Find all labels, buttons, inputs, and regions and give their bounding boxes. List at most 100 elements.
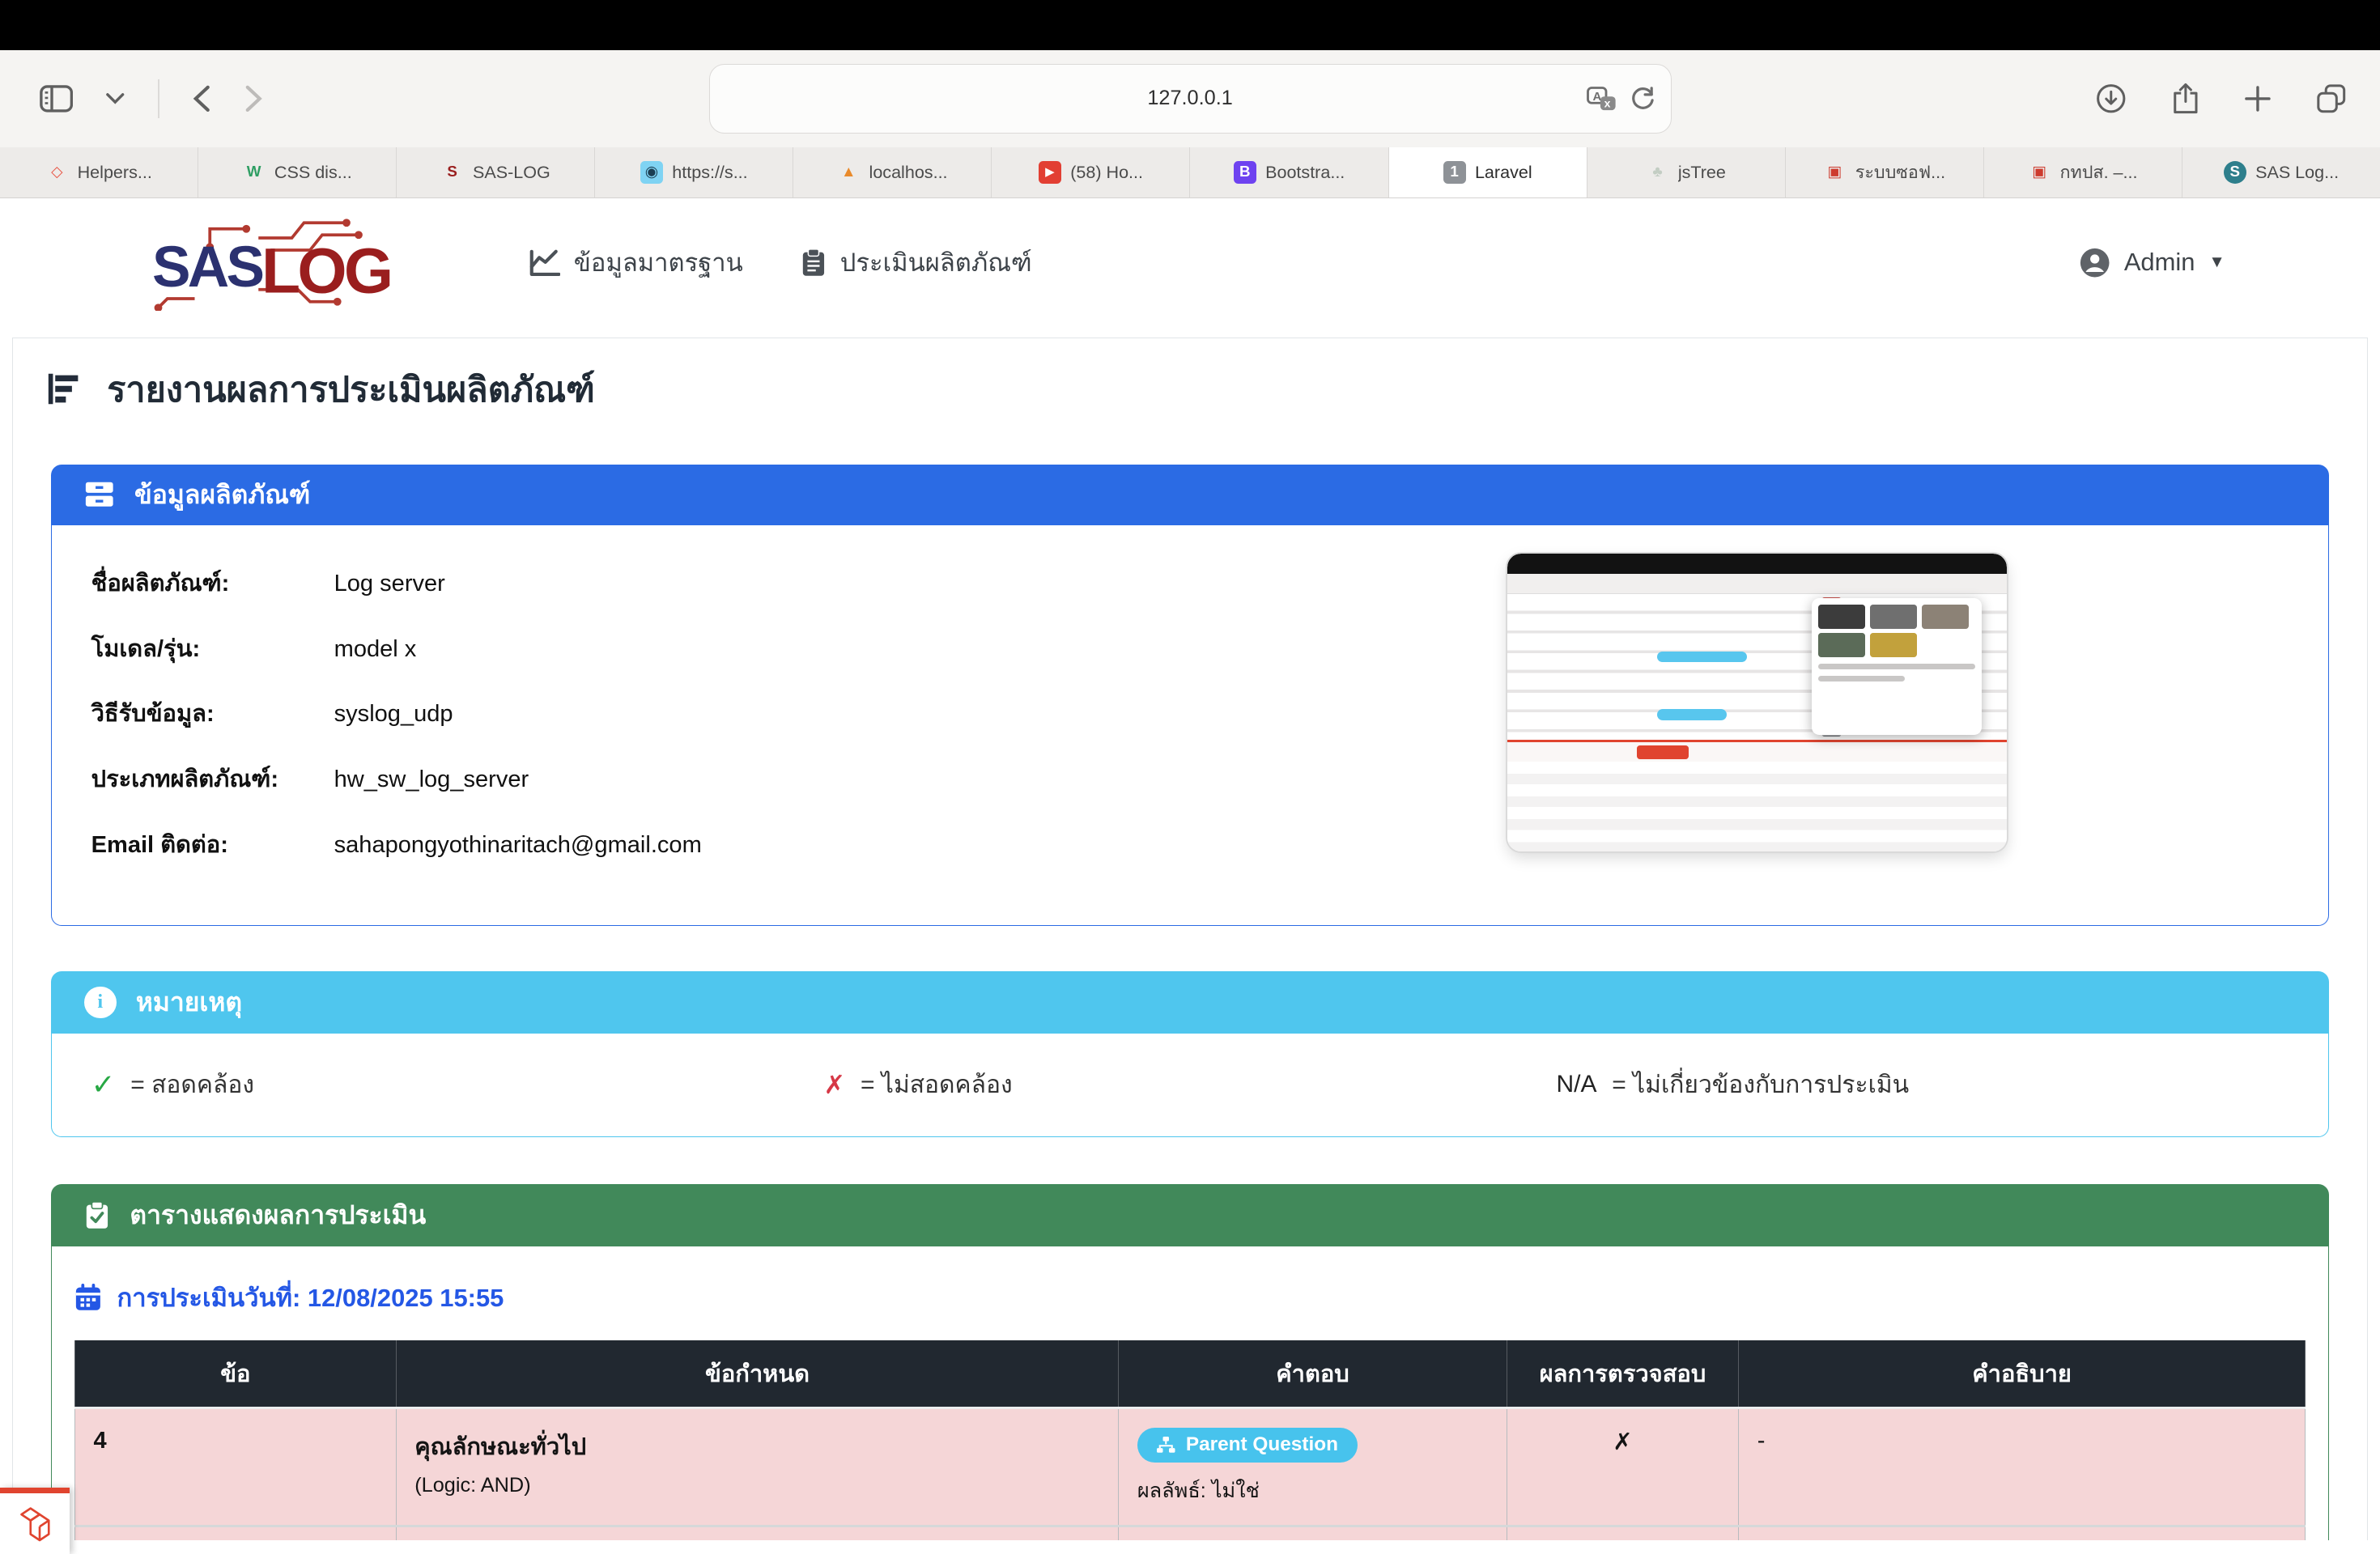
sitemap-icon	[1157, 1436, 1175, 1454]
evaluation-result-card: ตารางแสดงผลการประเมิน การประเมินวันที่: …	[50, 1184, 2330, 1541]
col-header-check: ผลการตรวจสอบ	[1507, 1340, 1740, 1410]
tab-helpers[interactable]: ◇ Helpers...	[0, 146, 199, 197]
box-drawer-icon	[84, 479, 115, 510]
svg-text:SAS: SAS	[152, 235, 262, 299]
field-product-type: ประเภทผลิตภัณฑ์: hw_sw_log_server	[91, 766, 529, 792]
souat-favicon-icon: ▣	[1827, 163, 1842, 180]
laravel-icon	[15, 1504, 55, 1543]
result-card-header: ตารางแสดงผลการประเมิน	[50, 1184, 2330, 1247]
tab-saslog2[interactable]: S SAS Log...	[2182, 147, 2380, 197]
page-title: รายงานผลการประเมินผลิตภัณฑ์	[13, 338, 2367, 431]
localhost-favicon-icon: 1	[1443, 160, 1466, 184]
tab-jstree[interactable]: ♣ jsTree	[1587, 146, 1786, 197]
svg-text:A: A	[1593, 90, 1602, 104]
info-icon: i	[84, 986, 117, 1018]
tab-saslog[interactable]: S SAS-LOG	[397, 146, 596, 197]
reload-icon[interactable]	[1630, 86, 1655, 112]
jstree-favicon-icon: ♣	[1652, 163, 1663, 180]
toolbar-divider	[158, 79, 159, 119]
react-favicon-icon: ◉	[640, 160, 663, 184]
result-card-body: การประเมินวันที่: 12/08/2025 15:55 ข้อ ข…	[50, 1246, 2330, 1541]
check-icon: ✓	[91, 1068, 116, 1101]
product-info-card: ข้อมูลผลิตภัณฑ์ ชื่อผลิตภัณฑ์: Log serve…	[50, 464, 2330, 926]
x-icon: ✗	[823, 1070, 846, 1100]
page-content: รายงานผลการประเมินผลิตภัณฑ์ ข้อมูลผลิตภั…	[12, 338, 2368, 1541]
back-button[interactable]	[187, 79, 218, 119]
tab-css[interactable]: W CSS dis...	[198, 146, 397, 197]
person-circle-icon	[2079, 247, 2110, 278]
thumb-titlebar	[1507, 554, 2007, 574]
menu-item-evaluate[interactable]: ประเมินผลิตภัณฑ์	[801, 242, 1032, 282]
menu-item-standards[interactable]: ข้อมูลมาตรฐาน	[529, 242, 743, 282]
tab-localhost[interactable]: ▲ localhos...	[793, 146, 992, 197]
evaluation-table: ข้อ ข้อกำหนด คำตอบ ผลการตรวจสอบ คำอธิบาย…	[74, 1340, 2306, 1541]
tab-ktps[interactable]: ▣ กทปส. –...	[1984, 146, 2182, 197]
new-tab-button[interactable]	[2239, 79, 2277, 117]
forward-button[interactable]	[238, 79, 269, 119]
evaluation-date: การประเมินวันที่: 12/08/2025 15:55	[74, 1277, 2306, 1318]
tab-overview-button[interactable]	[2310, 78, 2353, 121]
share-button[interactable]	[2166, 77, 2206, 121]
report-bars-icon	[46, 371, 83, 407]
table-row: 4.1 การแบ่งแยกสิทธิ์และหน้าที่ระหว่าง “ผ…	[74, 1526, 2306, 1541]
col-header-description: คำอธิบาย	[1738, 1340, 2306, 1410]
note-card: i หมายเหตุ ✓ = สอดคล้อง ✗ = ไม่สอดคล้อง …	[50, 970, 2330, 1138]
calendar-icon	[74, 1283, 102, 1312]
saslog-logo[interactable]: SAS LOG	[152, 214, 410, 312]
site-navbar: SAS LOG ข้อมูลมาตรฐาน ประเมินผลิตภัณฑ์ A…	[0, 197, 2380, 328]
check-result: ✗	[1506, 1408, 1740, 1528]
bootstrap-favicon-icon: B	[1233, 160, 1256, 184]
clipboard-check-icon	[84, 1200, 110, 1231]
table-row: 4 คุณลักษณะทั่วไป (Logic: AND) Parent Qu…	[74, 1408, 2306, 1528]
legend-noncompliant: ✗ = ไม่สอดคล้อง	[823, 1070, 1013, 1100]
macos-menubar	[0, 0, 2380, 50]
field-product-name: ชื่อผลิตภัณฑ์: Log server	[91, 571, 445, 597]
tab-laravel-active[interactable]: 1 Laravel	[1388, 146, 1587, 197]
product-card-header: ข้อมูลผลิตภัณฑ์	[50, 464, 2330, 525]
user-label: Admin	[2123, 248, 2195, 277]
product-screenshot-thumbnail	[1507, 554, 2007, 851]
url-text: 127.0.0.1	[1147, 87, 1233, 110]
legend-na: N/A = ไม่เกี่ยวข้องกับการประเมิน	[1556, 1071, 1910, 1098]
col-header-requirement: ข้อกำหนด	[396, 1340, 1120, 1410]
tab-software-system[interactable]: ▣ ระบบซอฟ...	[1786, 146, 1984, 197]
col-header-no: ข้อ	[74, 1340, 397, 1410]
thumb-models-list	[1507, 762, 2007, 851]
tab-strip: ◇ Helpers... W CSS dis... S SAS-LOG ◉ https:…	[0, 146, 2380, 198]
tab-bootstrap[interactable]: B Bootstra...	[1190, 146, 1389, 197]
note-card-header: i หมายเหตุ	[50, 970, 2330, 1034]
thumb-browser-chrome	[1507, 573, 2007, 594]
tab-https[interactable]: ◉ https://s...	[595, 146, 794, 197]
field-data-method: วิธีรับข้อมูล: syslog_udp	[91, 701, 453, 728]
parent-question-badge[interactable]: Parent Question	[1137, 1427, 1358, 1463]
debugbar-toggle[interactable]	[0, 1487, 70, 1554]
legend-compliant: ✓ = สอดคล้อง	[91, 1068, 255, 1101]
sidebar-toggle-button[interactable]	[33, 79, 79, 119]
menu-label: ประเมินผลิตภัณฑ์	[839, 248, 1032, 278]
svg-text:LOG: LOG	[261, 236, 390, 307]
svg-text:x: x	[1604, 96, 1611, 109]
souat2-favicon-icon: ▣	[2032, 163, 2047, 180]
col-header-answer: คำตอบ	[1118, 1340, 1507, 1410]
tab-youtube[interactable]: ▶ (58) Ho...	[992, 146, 1191, 197]
thumb-debugbar	[1507, 739, 2007, 762]
check-result: ✗	[1506, 1526, 1740, 1541]
main-menu: ข้อมูลมาตรฐาน ประเมินผลิตภัณฑ์	[529, 242, 1032, 282]
saslog-favicon-icon: S	[447, 163, 457, 180]
youtube-favicon-icon: ▶	[1038, 160, 1061, 184]
thumb-video-popup	[1812, 598, 1982, 736]
w3schools-favicon-icon: W	[246, 163, 261, 180]
phpmyadmin-favicon-icon: ▲	[840, 163, 856, 180]
thumb-blue-badge	[1656, 652, 1747, 663]
sharepoint-favicon-icon: S	[2223, 160, 2246, 184]
sidebar-chevron-down-icon[interactable]	[100, 87, 131, 111]
product-card-body: ชื่อผลิตภัณฑ์: Log server โมเดล/รุ่น: mo…	[50, 524, 2330, 926]
chevron-down-icon: ▼	[2208, 253, 2225, 272]
menu-label: ข้อมูลมาตรฐาน	[573, 248, 743, 278]
user-menu[interactable]: Admin ▼	[2079, 247, 2225, 278]
clipboard-icon	[801, 248, 827, 278]
downloads-button[interactable]	[2090, 78, 2133, 121]
